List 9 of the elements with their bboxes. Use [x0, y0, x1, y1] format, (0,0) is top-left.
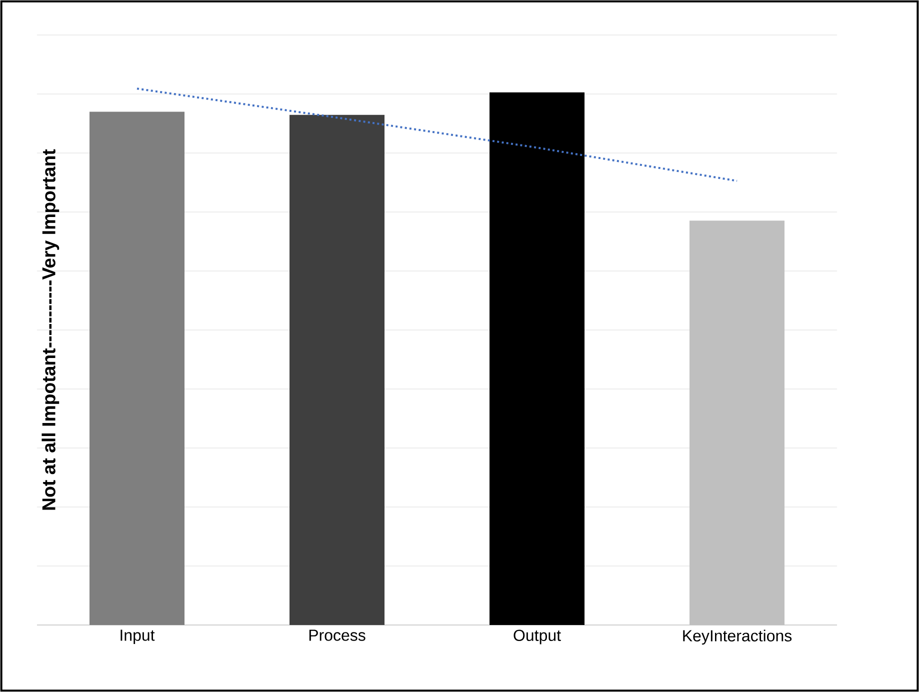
- x-tick-label: Input: [120, 630, 155, 644]
- x-tick-label: Output: [514, 630, 561, 644]
- x-tick-label: KeyInteractions: [683, 630, 792, 645]
- bar: [90, 112, 185, 625]
- bar: [490, 92, 585, 625]
- x-tick-label: Process: [309, 630, 366, 641]
- y-axis-title: Not at all Impotant-----------Very Important: [42, 149, 60, 510]
- bar: [290, 114, 385, 625]
- bar: [690, 220, 785, 625]
